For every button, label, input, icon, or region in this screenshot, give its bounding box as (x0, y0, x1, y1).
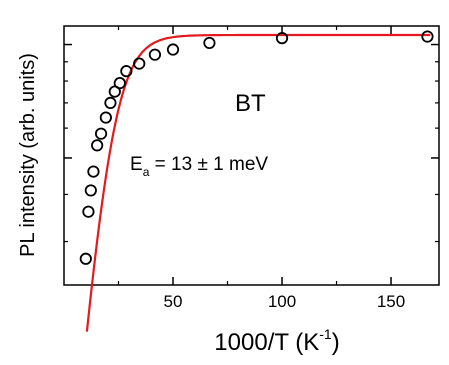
x-tick-label: 50 (164, 292, 183, 311)
x-axis-label-main: 1000/T (K (214, 329, 319, 356)
x-ticks: 50 100 150 (117, 26, 405, 311)
data-point (99, 111, 112, 124)
annotation-e: E (130, 154, 143, 175)
data-points (79, 30, 434, 265)
data-point (84, 184, 97, 197)
annotation-value: = 13 ± 1 meV (149, 154, 268, 175)
data-point (91, 139, 104, 152)
data-point (203, 36, 216, 50)
data-point (421, 30, 434, 43)
x-tick-label: 150 (377, 292, 405, 311)
data-point (113, 77, 126, 90)
data-point (133, 57, 146, 70)
x-axis-label-superscript: -1 (319, 326, 332, 342)
data-point (79, 252, 92, 265)
plot-frame (63, 25, 440, 286)
data-point (275, 32, 289, 45)
annotation-subscript-a: a (143, 165, 150, 179)
annotation-bt: BT (235, 90, 266, 117)
fit-layer (85, 33, 431, 332)
data-point (148, 48, 162, 61)
data-point (94, 127, 108, 140)
data-point (82, 205, 95, 218)
x-axis-label: 1000/T (K-1) (214, 326, 339, 356)
data-point (87, 165, 100, 178)
fit-curve (85, 33, 431, 332)
y-ticks (64, 43, 439, 243)
y-axis-label: PL intensity (arb. units) (17, 53, 39, 257)
data-point (166, 43, 180, 56)
data-point (104, 96, 117, 109)
x-tick-label: 100 (268, 292, 296, 311)
annotation-activation-energy: Ea = 13 ± 1 meV (130, 154, 268, 179)
x-axis-label-end: ) (332, 329, 340, 356)
data-point (120, 65, 133, 78)
